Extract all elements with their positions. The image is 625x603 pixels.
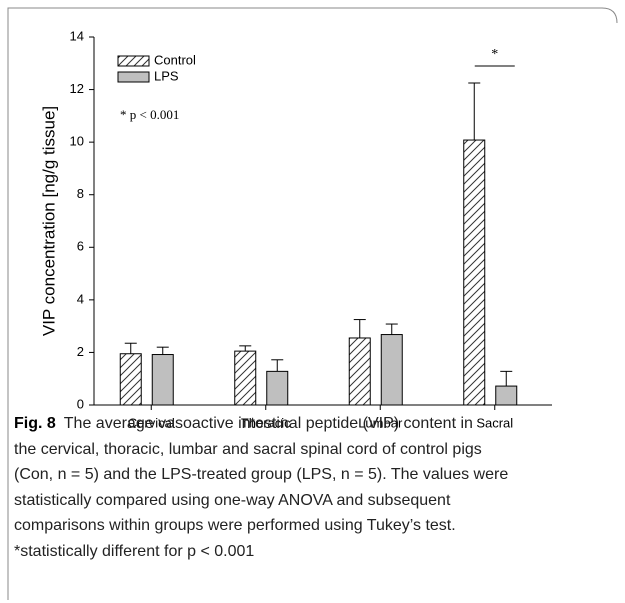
caption-line: (Con, n = 5) and the LPS-treated group (… — [14, 462, 508, 487]
caption-text: statistically compared using one-way ANO… — [14, 491, 451, 509]
caption-text: *statistically different for p < 0.001 — [14, 542, 255, 560]
caption-label: Fig. 8 — [14, 415, 56, 432]
caption-text: The average vasoactive intestinal peptid… — [63, 415, 473, 432]
bar — [119, 353, 142, 406]
bar — [151, 354, 174, 406]
bar — [380, 334, 403, 406]
bar — [234, 350, 257, 406]
bar — [348, 337, 371, 406]
caption-text: the cervical, thoracic, lumbar and sacra… — [14, 440, 482, 458]
legend-swatch — [117, 71, 150, 83]
y-tick-label: 4 — [77, 291, 84, 306]
bar — [463, 139, 486, 406]
y-tick-label: 14 — [70, 28, 84, 43]
caption-line: statistically compared using one-way ANO… — [14, 488, 450, 513]
annotation: * — [491, 47, 498, 62]
caption-line: Fig. 8 The average vasoactive intestinal… — [14, 411, 473, 436]
caption-text: comparisons within groups were performed… — [14, 517, 456, 534]
annotation: * p < 0.001 — [120, 107, 179, 122]
y-axis-label: VIP concentration [ng/g tissue] — [39, 106, 58, 336]
y-tick-label: 10 — [70, 134, 84, 149]
caption-line: the cervical, thoracic, lumbar and sacra… — [14, 437, 482, 462]
bar — [266, 370, 289, 406]
caption-line: *statistically different for p < 0.001 — [14, 539, 254, 564]
x-tick-label: Cervical — [128, 415, 175, 430]
x-tick-label: Lumbar — [358, 415, 403, 430]
x-tick-label: Thoracic — [241, 415, 291, 430]
y-tick-label: 6 — [77, 239, 84, 254]
legend-swatch — [117, 55, 150, 67]
x-tick-label: Sacral — [476, 415, 513, 430]
legend-label: LPS — [154, 68, 179, 83]
y-tick-label: 12 — [70, 81, 84, 96]
y-tick-label: 0 — [77, 396, 84, 411]
caption-text: (Con, n = 5) and the LPS-treated group (… — [14, 466, 509, 483]
y-tick-label: 2 — [77, 344, 84, 359]
caption-line: comparisons within groups were performed… — [14, 513, 456, 538]
frame — [7, 7, 618, 600]
legend-label: Control — [154, 52, 196, 67]
bar — [495, 385, 518, 406]
y-tick-label: 8 — [77, 186, 84, 201]
